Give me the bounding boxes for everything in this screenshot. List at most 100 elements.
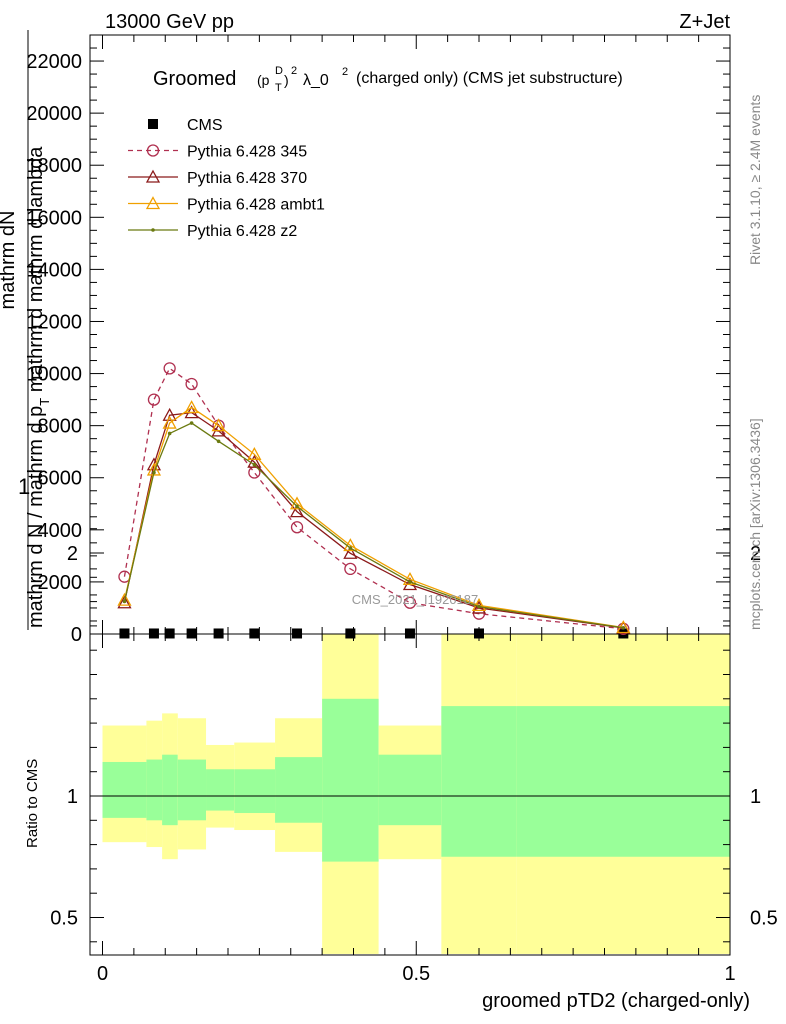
title-sup2: 2 — [291, 65, 297, 77]
data-point — [252, 462, 257, 467]
series-line-3 — [123, 406, 624, 629]
data-point — [186, 628, 197, 639]
stat-uncertainty-band — [162, 754, 178, 826]
data-point — [164, 628, 175, 639]
data-point — [408, 580, 412, 584]
series-lines — [117, 362, 631, 639]
stat-uncertainty-band — [146, 759, 163, 821]
x-tick-label: 0.5 — [402, 963, 430, 985]
title-close: ) — [284, 72, 289, 88]
data-point — [147, 393, 161, 406]
data-point — [471, 597, 487, 612]
title-suffix: (charged only) (CMS jet substructure) — [356, 70, 623, 87]
series-line-2 — [123, 411, 624, 629]
data-point — [403, 596, 417, 609]
x-axis-label: groomed pTD2 (charged-only) — [482, 990, 750, 1012]
legend-marker — [151, 228, 155, 232]
rivet-label: Rivet 3.1.10, ≥ 2.4M events — [747, 95, 763, 265]
data-point — [185, 377, 198, 391]
legend-label: Pythia 6.428 370 — [187, 170, 307, 187]
stat-uncertainty-band — [102, 761, 147, 818]
main-y-axis-label: 1 mathrm dN mathrm d N / mathrm d pT mat… — [0, 30, 52, 630]
title-lambda: λ_0 — [303, 72, 329, 89]
data-point — [290, 521, 304, 534]
legend-marker — [145, 196, 161, 210]
ratio-y-tick-label-right: 1 — [750, 786, 761, 808]
data-point — [122, 599, 127, 604]
stat-uncertainty-band — [441, 706, 517, 857]
title-prefix: Groomed — [153, 68, 236, 90]
data-point — [247, 454, 262, 468]
series-line-1 — [123, 367, 624, 630]
main-y-tick-label: 22000 — [26, 51, 82, 73]
data-point — [189, 421, 194, 425]
main-y-tick-label: 4000 — [38, 520, 83, 542]
ylabel-denom-b: mathrm d mathrm d lambda — [25, 146, 47, 398]
data-point — [477, 604, 481, 609]
data-point — [148, 628, 159, 639]
main-y-tick-label: 0 — [71, 624, 82, 646]
main-y-tick-label: 12000 — [26, 311, 82, 333]
stat-uncertainty-band — [275, 757, 323, 823]
main-y-tick-label: 16000 — [26, 207, 82, 229]
data-point — [289, 504, 305, 518]
legend-label: Pythia 6.428 z2 — [187, 223, 297, 240]
ratio-y-tick-label-right: 0.5 — [750, 908, 778, 930]
main-plot-frame — [89, 34, 731, 635]
legend-label: CMS — [187, 117, 223, 134]
data-point — [117, 595, 132, 609]
x-tick-label: 0 — [97, 963, 108, 985]
data-point — [184, 400, 199, 414]
legend: CMS Pythia 6.428 345 Pythia 6.428 370 Pythi… — [128, 117, 325, 240]
data-point — [213, 628, 224, 639]
data-point — [621, 625, 626, 630]
legend-label: Pythia 6.428 345 — [187, 144, 307, 161]
ylabel-denom: mathrm d N / mathrm d pT mathrm d mathrm… — [25, 146, 52, 628]
plot-title: Groomed (p D T ) 2 λ_0 2 (charged only) … — [153, 65, 623, 94]
analysis-watermark: CMS_2021_I1920187 — [352, 592, 479, 607]
title-sup-d: D — [275, 65, 283, 77]
data-point — [345, 628, 356, 639]
stat-uncertainty-band — [177, 759, 207, 821]
main-y-tick-label: 6000 — [38, 468, 83, 490]
ylabel-denom-a: mathrm d N / mathrm d p — [25, 406, 47, 628]
main-y-tick-label: 8000 — [38, 416, 83, 438]
main-y-tick-label: 20000 — [26, 103, 82, 125]
ratio-uncertainty-bands — [102, 634, 730, 954]
legend-marker — [145, 169, 161, 183]
data-point — [402, 571, 418, 585]
data-point — [292, 628, 303, 639]
main-y-tick-label: 2000 — [38, 572, 83, 594]
data-point — [343, 545, 358, 559]
legend-marker — [146, 144, 160, 157]
energy-label: 13000 GeV pp — [105, 11, 234, 33]
data-point — [163, 362, 176, 375]
legend-label: Pythia 6.428 ambt1 — [187, 197, 325, 214]
main-y-tick-label: 18000 — [26, 155, 82, 177]
data-point — [152, 470, 156, 475]
axis-tick-labels: 0 2000 4000 6000 8000 10000 12000 14000 16000 180… — [26, 51, 777, 985]
main-y-tick-label: 14000 — [26, 259, 82, 281]
ratio-y-tick-label-right: 2 — [750, 543, 761, 565]
ratio-y-tick-label: 1 — [67, 786, 78, 808]
title-lambda-sup: 2 — [342, 66, 348, 78]
stat-uncertainty-band — [206, 769, 235, 811]
ratio-y-tick-label: 0.5 — [50, 908, 78, 930]
ylabel-denom-sub: T — [37, 398, 52, 406]
title-sub-t: T — [275, 82, 282, 94]
data-point — [162, 407, 177, 421]
ylabel-numer: mathrm dN — [0, 211, 19, 310]
data-point — [474, 628, 484, 639]
data-point — [162, 415, 177, 429]
data-point — [344, 562, 357, 576]
data-point — [348, 546, 353, 550]
ratio-y-axis-label: Ratio to CMS — [24, 759, 41, 848]
process-label: Z+Jet — [679, 11, 730, 33]
title-p: (p — [257, 72, 270, 88]
data-point — [117, 592, 132, 606]
data-point — [167, 431, 172, 436]
stat-uncertainty-band — [322, 698, 379, 862]
axis-ticks — [90, 34, 731, 955]
x-tick-label: 1 — [724, 963, 735, 985]
